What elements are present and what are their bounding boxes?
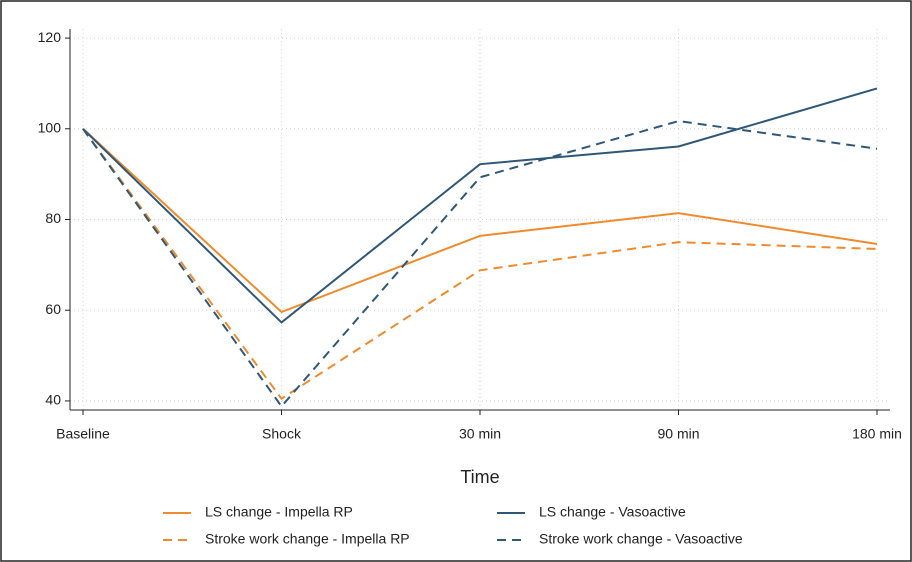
y-tick-label: 80: [45, 210, 61, 226]
legend-label: Stroke work change - Impella RP: [205, 531, 410, 547]
line-series: [82, 128, 878, 401]
x-tick-label: Shock: [262, 426, 302, 442]
y-tick-label: 60: [45, 301, 61, 317]
legend-label: Stroke work change - Vasoactive: [539, 531, 743, 547]
x-tick-label: Baseline: [56, 426, 110, 442]
x-tick-label: 180 min: [852, 426, 902, 442]
line-series: [82, 87, 878, 324]
line-series: [82, 128, 878, 314]
legend-label: LS change - Vasoactive: [539, 504, 686, 520]
x-tick-label: 30 min: [459, 426, 501, 442]
y-tick-label: 120: [38, 29, 62, 45]
y-tick-label: 40: [45, 392, 61, 408]
x-tick-label: 90 min: [657, 426, 699, 442]
x-axis-label: Time: [460, 467, 499, 487]
y-tick-label: 100: [38, 119, 62, 135]
legend-label: LS change - Impella RP: [205, 504, 353, 520]
line-series: [82, 120, 878, 408]
